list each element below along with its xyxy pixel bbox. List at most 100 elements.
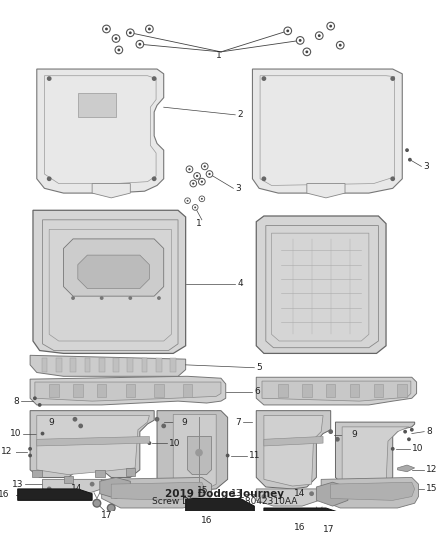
Text: 3: 3 [423,162,429,171]
Circle shape [152,176,156,181]
Circle shape [148,441,151,445]
Circle shape [152,76,156,81]
Text: 12: 12 [426,465,438,474]
Circle shape [407,438,411,441]
Text: 3: 3 [235,184,241,193]
Circle shape [329,25,332,28]
Bar [85,358,90,372]
Polygon shape [64,239,164,296]
Circle shape [309,491,314,496]
Bar [42,358,47,372]
Circle shape [28,447,32,451]
Circle shape [195,449,203,456]
Circle shape [185,198,191,204]
Text: 8: 8 [13,397,19,406]
Circle shape [136,41,144,48]
Circle shape [330,491,336,497]
Text: 7: 7 [235,418,241,426]
Circle shape [71,296,75,300]
Polygon shape [252,69,402,193]
Circle shape [117,49,120,51]
Polygon shape [111,482,205,500]
Circle shape [93,499,101,507]
Circle shape [208,173,211,175]
Polygon shape [173,415,216,489]
Text: 4: 4 [237,279,243,288]
Circle shape [188,168,191,171]
Bar [302,384,311,397]
Circle shape [90,482,95,487]
Text: 10: 10 [10,429,21,438]
Polygon shape [256,489,319,506]
Polygon shape [126,468,135,475]
Circle shape [332,519,339,526]
Polygon shape [30,356,186,376]
Circle shape [113,486,119,492]
Circle shape [201,198,203,200]
Polygon shape [264,508,340,520]
Text: 13: 13 [12,480,23,489]
Circle shape [128,296,132,300]
Bar [278,384,288,397]
Circle shape [105,28,108,30]
Circle shape [138,43,141,46]
Circle shape [305,51,308,53]
Circle shape [145,25,153,33]
Circle shape [127,29,134,37]
Polygon shape [316,482,348,506]
Polygon shape [35,382,221,401]
Circle shape [194,206,196,208]
Polygon shape [186,498,254,513]
Circle shape [328,429,333,434]
Polygon shape [92,183,130,198]
Circle shape [315,514,323,521]
Polygon shape [256,410,331,489]
Polygon shape [37,437,149,446]
Circle shape [186,166,193,173]
Polygon shape [262,381,411,401]
Circle shape [336,42,344,49]
Bar [56,358,62,372]
Bar [398,384,407,397]
Polygon shape [264,437,323,446]
Circle shape [315,32,323,39]
Circle shape [190,180,197,187]
Bar [99,358,105,372]
Circle shape [33,397,37,400]
Bar [78,93,116,117]
Text: 5: 5 [256,363,262,372]
Polygon shape [336,422,415,489]
Circle shape [107,504,115,512]
Polygon shape [95,470,105,478]
Circle shape [192,182,194,185]
Circle shape [299,39,302,42]
Polygon shape [256,216,386,353]
Circle shape [390,76,395,81]
Circle shape [112,35,120,42]
Bar [183,384,192,397]
Polygon shape [102,478,212,508]
Text: 8: 8 [426,427,432,436]
Circle shape [129,31,132,34]
Bar [73,384,83,397]
Circle shape [335,437,340,442]
Polygon shape [100,478,130,498]
Text: 9: 9 [182,418,187,426]
Circle shape [115,37,117,40]
Polygon shape [33,211,186,353]
Polygon shape [331,482,415,500]
Circle shape [28,454,32,457]
Circle shape [206,171,213,177]
Circle shape [408,158,412,161]
Circle shape [41,432,44,435]
Circle shape [198,179,205,185]
Polygon shape [78,255,149,288]
Text: 9: 9 [48,418,54,426]
Text: 2019 Dodge Journey: 2019 Dodge Journey [165,489,284,499]
Circle shape [410,428,414,432]
Polygon shape [64,475,73,483]
Text: 11: 11 [249,451,260,460]
Circle shape [405,148,409,152]
Circle shape [38,403,42,407]
Circle shape [261,76,266,81]
